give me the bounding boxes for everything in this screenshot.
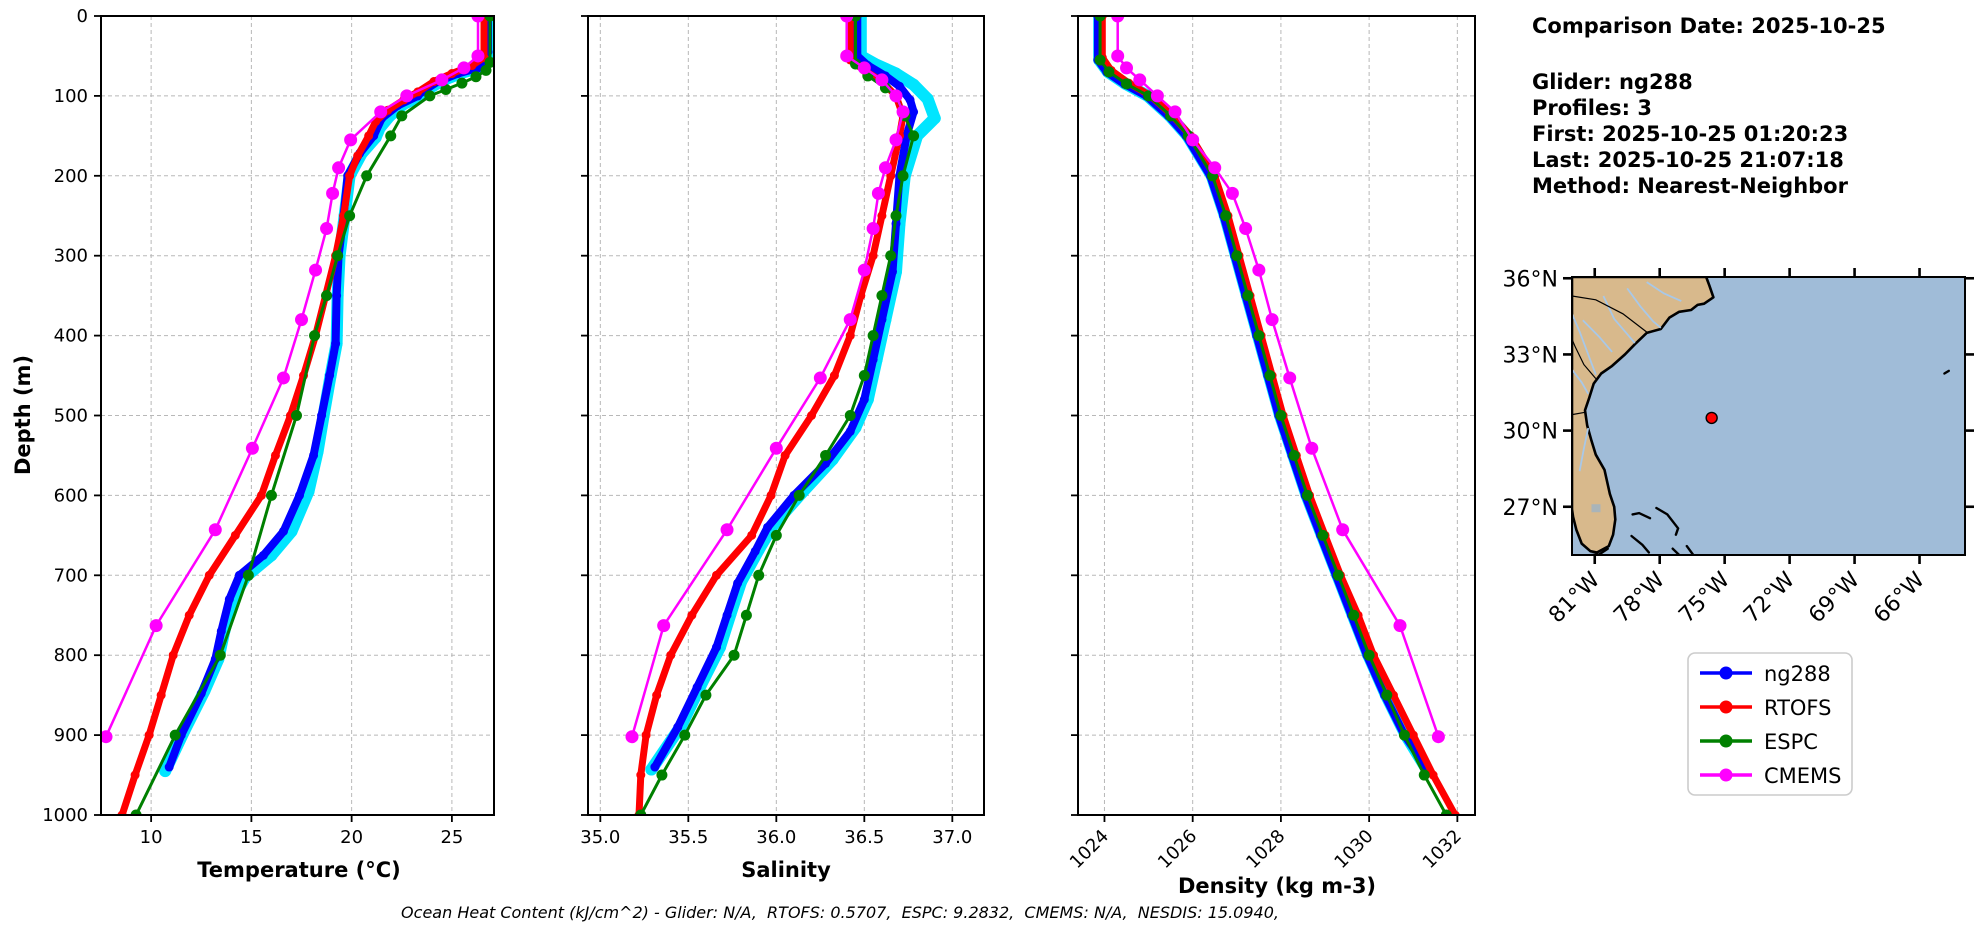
lat-tick-label: 30°N xyxy=(1503,420,1558,445)
map-spine xyxy=(1571,276,1966,556)
state-borders xyxy=(1572,295,1649,416)
tick-labels: 1024 1026 1028 1030 1032 xyxy=(1066,826,1466,873)
legend-box xyxy=(1687,652,1853,796)
x-tick-label: 1032 xyxy=(1419,826,1466,873)
x-tick-label: 1028 xyxy=(1242,826,1289,873)
y-tick-label: 0 xyxy=(77,6,88,27)
info-panel: Comparison Date: 2025-10-25 Glider: ng28… xyxy=(1532,14,1886,198)
legend-marker xyxy=(1719,768,1733,782)
x-tick-label: 37.0 xyxy=(932,827,972,848)
series-ng288 xyxy=(1093,16,1431,772)
y-tick-label: 1000 xyxy=(42,805,88,826)
x-tick-label: 35.0 xyxy=(580,827,620,848)
legend-marker xyxy=(1719,734,1733,748)
axis-ticks xyxy=(1071,15,1459,822)
panel-1: 35.0 35.5 36.0 36.5 37.0 xyxy=(580,15,985,848)
legend-item-ESPC: ESPC xyxy=(1700,730,1818,754)
lake-okeechobee xyxy=(1591,504,1601,513)
y-tick-label: 200 xyxy=(54,166,88,187)
map-ticks xyxy=(1563,268,1974,564)
series-CMEMS xyxy=(1111,16,1445,744)
last-profile-text: Last: 2025-10-25 21:07:18 xyxy=(1532,148,1844,172)
series-ng288-raw xyxy=(645,16,941,776)
series-CMEMS xyxy=(625,16,910,744)
lat-tick-label: 36°N xyxy=(1503,267,1558,292)
axis-ticks xyxy=(581,15,954,822)
legend-label: ESPC xyxy=(1764,730,1818,754)
series-ESPC xyxy=(1094,16,1452,815)
axis-ticks xyxy=(94,15,453,822)
x-tick-label: 15 xyxy=(240,827,263,848)
series-ng288 xyxy=(164,16,493,772)
y-tick-label: 400 xyxy=(54,326,88,347)
legend-item-ng288: ng288 xyxy=(1700,662,1831,686)
y-tick-label: 100 xyxy=(54,86,88,107)
series-ng288-raw xyxy=(1093,16,1434,778)
comparison-date-text: Comparison Date: 2025-10-25 xyxy=(1532,14,1886,38)
x-tick-label: 36.5 xyxy=(844,827,884,848)
legend: ng288 RTOFS ESPC CMEMS xyxy=(1687,652,1853,796)
y-tick-label: 700 xyxy=(54,565,88,586)
series-CMEMS xyxy=(101,16,485,744)
legend-marker xyxy=(1719,700,1733,714)
series-ESPC xyxy=(130,16,494,815)
lat-tick-label: 33°N xyxy=(1503,343,1558,368)
lon-tick-label: 75°W xyxy=(1674,567,1735,628)
lon-tick-label: 66°W xyxy=(1869,567,1930,628)
caption: Ocean Heat Content (kJ/cm^2) - Glider: N… xyxy=(401,903,1279,922)
glider-position-marker xyxy=(1705,411,1718,425)
legend-label: RTOFS xyxy=(1764,696,1831,720)
islands xyxy=(1586,369,1950,555)
lon-tick-label: 69°W xyxy=(1804,567,1865,628)
profiles-count-text: Profiles: 3 xyxy=(1532,96,1652,120)
y-tick-label: 800 xyxy=(54,645,88,666)
x-axis-label-salinity: Salinity xyxy=(741,858,831,882)
x-tick-label: 36.0 xyxy=(756,827,796,848)
method-text: Method: Nearest-Neighbor xyxy=(1532,174,1849,198)
legend-item-RTOFS: RTOFS xyxy=(1700,696,1831,720)
rivers xyxy=(1572,281,1682,472)
legend-label: CMEMS xyxy=(1764,764,1842,788)
legend-item-CMEMS: CMEMS xyxy=(1700,764,1842,788)
y-tick-label: 500 xyxy=(54,406,88,427)
x-tick-label: 25 xyxy=(440,827,463,848)
lon-tick-label: 72°W xyxy=(1739,567,1800,628)
series-ng288 xyxy=(650,16,919,772)
x-tick-label: 1024 xyxy=(1066,826,1113,873)
glider-name-text: Glider: ng288 xyxy=(1532,70,1693,94)
first-profile-text: First: 2025-10-25 01:20:23 xyxy=(1532,122,1848,146)
tick-labels: 0 100 200 300 400 500 600 700 800 900 1000 10 15 20 25 xyxy=(42,6,463,848)
x-axis-label-temperature: Temperature (°C) xyxy=(197,858,400,882)
y-tick-label: 600 xyxy=(54,485,88,506)
profile-panels: 0 100 200 300 400 500 600 700 800 900 1000 10 15 20 25… xyxy=(42,6,1476,873)
x-tick-label: 10 xyxy=(140,827,163,848)
y-tick-label: 300 xyxy=(54,246,88,267)
lon-tick-label: 78°W xyxy=(1609,567,1670,628)
tick-labels: 35.0 35.5 36.0 36.5 37.0 xyxy=(580,827,972,848)
x-tick-label: 35.5 xyxy=(668,827,708,848)
lon-tick-label: 81°W xyxy=(1544,567,1605,628)
grid xyxy=(588,15,984,816)
legend-marker xyxy=(1719,666,1733,680)
y-tick-label: 900 xyxy=(54,725,88,746)
y-axis-label: Depth (m) xyxy=(11,355,35,475)
x-tick-label: 1030 xyxy=(1330,826,1377,873)
panel-0: 0 100 200 300 400 500 600 700 800 900 1000 10 15 20 25 xyxy=(42,6,495,848)
x-tick-label: 20 xyxy=(340,827,363,848)
x-axis-label-density: Density (kg m-3) xyxy=(1178,874,1376,898)
lat-tick-label: 27°N xyxy=(1503,496,1558,521)
x-tick-label: 1026 xyxy=(1154,826,1201,873)
location-map: 36°N 33°N 30°N 27°N 81°W 78°W 75°W 72°W 69°W 66°W xyxy=(1503,267,1974,628)
legend-label: ng288 xyxy=(1764,662,1831,686)
panel-2: 1024 1026 1028 1030 1032 xyxy=(1066,15,1476,873)
